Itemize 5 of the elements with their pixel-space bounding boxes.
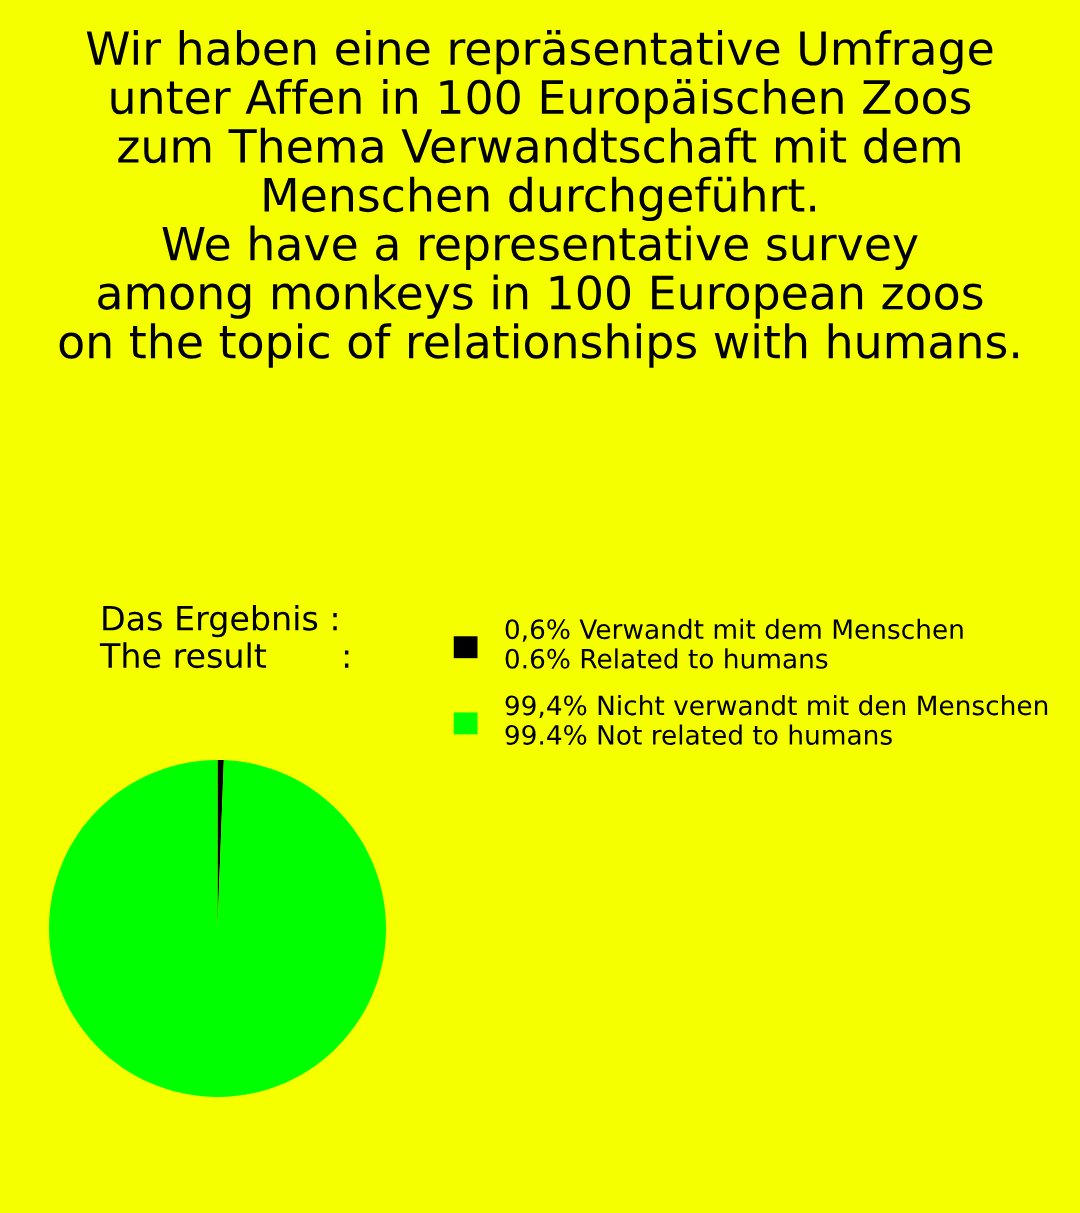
text: Das Ergebnis : The result :	[99, 605, 349, 669]
pie-slice	[49, 760, 386, 1097]
chart-title: Wir haben eine repräsentative Umfrage unter Affen in 100 Europäischen Zoos zum Thema Verwandtschaft mit dem Menschen durchgeführt. We have a representative survey among monkeys in 100 European zoos on the topic of relationships with humans.	[59, 30, 1018, 368]
legend-label: 99,4% Nicht verwandt mit den Menschen 99.4% Not related to humans	[505, 694, 1048, 745]
legend-label: 0,6% Verwandt mit dem Menschen 0.6% Related to humans	[505, 618, 963, 669]
